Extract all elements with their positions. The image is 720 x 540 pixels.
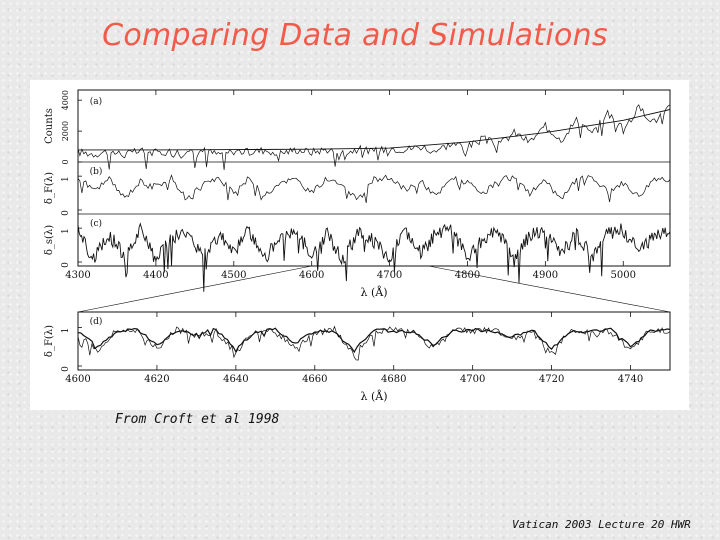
spectra-figure: (a) Counts 0 2000 4000 (b) δ_F(λ) 0 1 (c) δ_s(λ) 0 1… (30, 80, 689, 410)
panel-d-simulated-line (77, 327, 671, 354)
panel-a-ylabel: Counts (44, 108, 55, 144)
panel-b-flux-line (77, 174, 671, 203)
panel-a-continuum-line (78, 109, 671, 151)
lower-xlabel: λ (Å) (361, 389, 388, 403)
panel-d-xtick-label: 4740 (618, 374, 643, 385)
panel-d-xtick-label: 4700 (460, 374, 485, 385)
panel-d-xtick-label: 4620 (144, 374, 169, 385)
spectra-figure-svg: (a) Counts 0 2000 4000 (b) δ_F(λ) 0 1 (c) δ_s(λ) 0 1… (44, 89, 671, 403)
panel-c-label: (c) (90, 218, 102, 229)
panel-d-observed-line (77, 325, 671, 361)
panel-b-ylabel: δ_F(λ) (44, 172, 55, 204)
panel-d-xtick-label: 4660 (302, 374, 327, 385)
upper-xtick-label: 5000 (611, 270, 636, 281)
panel-d-ytick-label: 1 (61, 328, 71, 334)
panel-c-flux-line (77, 222, 671, 292)
panel-a-spectrum-line (77, 104, 671, 171)
panel-a-label: (a) (90, 96, 102, 107)
upper-xtick-label: 4600 (299, 270, 324, 281)
panel-d-xtick-label: 4600 (65, 374, 90, 385)
slide-title: Comparing Data and Simulations (102, 18, 608, 53)
zoom-connector-right (428, 265, 671, 313)
upper-panels-frame (77, 89, 671, 267)
panel-d-ytick-label: 0 (61, 366, 71, 372)
upper-xtick-label: 4700 (377, 270, 402, 281)
panel-d-ylabel: δ_F(λ) (44, 325, 55, 357)
panel-c-ylabel: δ_s(λ) (44, 225, 55, 255)
upper-xtick-label: 4900 (533, 270, 558, 281)
panel-ytick-label: 1 (61, 176, 71, 182)
panel-ytick-label: 1 (61, 228, 71, 234)
panel-ytick-label: 0 (61, 262, 71, 268)
panel-d-xtick-label: 4720 (539, 374, 564, 385)
zoom-connector-left (77, 265, 312, 313)
upper-xtick-label: 4500 (221, 270, 246, 281)
panel-a-ytick-label: 2000 (61, 121, 70, 141)
panel-a-ytick-label: 0 (61, 159, 70, 164)
upper-xtick-label: 4800 (455, 270, 480, 281)
panel-a-ytick-label: 4000 (61, 90, 70, 110)
upper-xtick-label: 4300 (65, 270, 90, 281)
panel-d-xtick-label: 4680 (381, 374, 406, 385)
slide-footer: Vatican 2003 Lecture 20 HWR (512, 518, 691, 531)
panel-d-label: (d) (90, 316, 103, 327)
panel-d-xtick-label: 4640 (223, 374, 248, 385)
panel-b-label: (b) (90, 166, 103, 177)
upper-xlabel: λ (Å) (361, 285, 388, 299)
upper-xtick-label: 4400 (143, 270, 168, 281)
panel-ytick-label: 0 (61, 210, 71, 216)
panel-d-frame (77, 311, 671, 371)
figure-credit: From Croft et al 1998 (115, 412, 280, 427)
